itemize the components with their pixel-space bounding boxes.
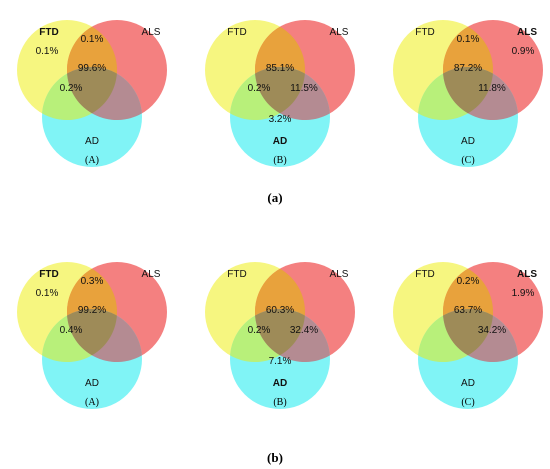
region-value-center: 99.2% xyxy=(78,305,106,316)
region-value-ftd-ad: 0.4% xyxy=(60,325,83,336)
region-value-center: 63.7% xyxy=(454,305,482,316)
region-value-ftd-only: 0.1% xyxy=(36,288,59,299)
panel-label: (B) xyxy=(273,155,286,166)
panel-label: (B) xyxy=(273,397,286,408)
panel-label: (A) xyxy=(85,155,99,166)
region-value-ftd-als: 0.2% xyxy=(457,276,480,287)
region-value-als-ad: 32.4% xyxy=(290,325,318,336)
region-value-als-ad: 11.5% xyxy=(290,83,318,94)
row-caption: (b) xyxy=(267,450,283,465)
figure-row-2: FTD ALS AD 0.1% 0.3% 99.2% 0.4% (A) FTD ALS AD 60.3… xyxy=(17,262,543,465)
set-label-als: ALS xyxy=(142,27,161,38)
panel-label: (C) xyxy=(461,397,474,408)
set-label-ftd: FTD xyxy=(227,269,246,280)
set-label-ad: AD xyxy=(85,378,99,389)
venn-panel: FTD ALS AD 0.1% 0.1% 99.6% 0.2% (A) xyxy=(17,20,167,167)
region-value-ftd-als: 0.1% xyxy=(81,34,104,45)
region-value-ad-only: 7.1% xyxy=(269,356,292,367)
region-value-ftd-als: 0.3% xyxy=(81,276,104,287)
set-label-ad: AD xyxy=(273,136,287,147)
overlap-center xyxy=(67,67,117,114)
region-value-als-ad: 11.8% xyxy=(478,83,506,94)
set-label-ftd: FTD xyxy=(39,269,58,280)
panel-label: (A) xyxy=(85,397,99,408)
set-label-ftd: FTD xyxy=(415,27,434,38)
venn-panel: FTD ALS AD 0.2% 1.9% 63.7% 34.2% (C) xyxy=(393,262,543,409)
set-label-ad: AD xyxy=(85,136,99,147)
overlap-center xyxy=(443,309,493,356)
set-label-ftd: FTD xyxy=(39,27,58,38)
set-label-als: ALS xyxy=(330,269,349,280)
venn-panel: FTD ALS AD 60.3% 0.2% 32.4% 7.1% (B) xyxy=(205,262,355,409)
set-label-als: ALS xyxy=(517,27,537,38)
set-label-als: ALS xyxy=(517,269,537,280)
venn-panel: FTD ALS AD 85.1% 0.2% 11.5% 3.2% (B) xyxy=(205,20,355,167)
set-label-ftd: FTD xyxy=(415,269,434,280)
set-label-ad: AD xyxy=(461,136,475,147)
region-value-als-only: 0.9% xyxy=(512,46,535,57)
overlap-center xyxy=(255,67,305,114)
region-value-ftd-ad: 0.2% xyxy=(248,325,271,336)
set-label-als: ALS xyxy=(330,27,349,38)
set-label-als: ALS xyxy=(142,269,161,280)
overlap-center xyxy=(443,67,493,114)
overlap-center xyxy=(255,309,305,356)
set-label-ftd: FTD xyxy=(227,27,246,38)
venn-panel: FTD ALS AD 0.1% 0.9% 87.2% 11.8% (C) xyxy=(393,20,543,167)
set-label-ad: AD xyxy=(461,378,475,389)
region-value-als-only: 1.9% xyxy=(512,288,535,299)
region-value-center: 85.1% xyxy=(266,63,294,74)
region-value-als-ad: 34.2% xyxy=(478,325,506,336)
region-value-ad-only: 3.2% xyxy=(269,114,292,125)
row-caption: (a) xyxy=(267,190,282,205)
set-label-ad: AD xyxy=(273,378,287,389)
figure-row-1: FTD ALS AD 0.1% 0.1% 99.6% 0.2% (A) FTD ALS AD 85.1… xyxy=(17,20,543,205)
region-value-center: 87.2% xyxy=(454,63,482,74)
venn-panel: FTD ALS AD 0.1% 0.3% 99.2% 0.4% (A) xyxy=(17,262,167,409)
region-value-ftd-only: 0.1% xyxy=(36,46,59,57)
region-value-center: 60.3% xyxy=(266,305,294,316)
region-value-ftd-als: 0.1% xyxy=(457,34,480,45)
overlap-center xyxy=(67,309,117,356)
region-value-center: 99.6% xyxy=(78,63,106,74)
panel-label: (C) xyxy=(461,155,474,166)
region-value-ftd-ad: 0.2% xyxy=(60,83,83,94)
region-value-ftd-ad: 0.2% xyxy=(248,83,271,94)
